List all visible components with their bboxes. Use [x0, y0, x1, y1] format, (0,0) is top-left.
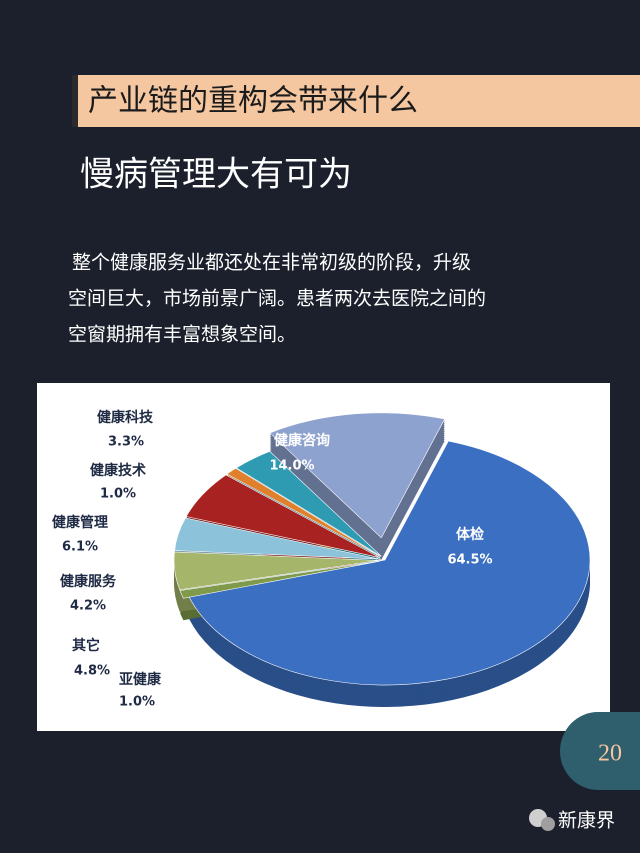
value-label: 1.0% [119, 695, 155, 710]
slice-label: 健康管理 [52, 514, 108, 531]
title: 产业链的重构会带来什么 [88, 84, 418, 119]
slice-label: 体检 [456, 526, 484, 543]
page-number-badge [560, 712, 640, 790]
brand: 新康界 [558, 810, 615, 832]
title-bar [72, 75, 640, 127]
title-accent [72, 75, 78, 127]
page-number: 20 [598, 741, 622, 767]
paragraph-line: 整个健康服务业都还处在非常初级的阶段，升级 [72, 252, 471, 274]
slice-label: 健康服务 [60, 573, 117, 590]
slice-label: 健康咨询 [274, 432, 330, 449]
pie-chart: 体检 64.5% 亚健康 1.0% 其它 4.8% 健康服务 4.2% 健康管理 6.1% 健康技术… [52, 409, 591, 710]
slice-label: 亚健康 [119, 671, 162, 688]
value-label: 1.0% [100, 487, 136, 502]
paragraph-line: 空窗期拥有丰富想象空间。 [68, 324, 296, 346]
paragraph-line: 空间巨大，市场前景广阔。患者两次去医院之间的 [68, 288, 486, 310]
value-label: 3.3% [108, 435, 144, 450]
slice [185, 474, 380, 558]
slice [173, 551, 380, 591]
wechat-icon [541, 817, 555, 831]
slice [188, 440, 591, 686]
slice [235, 451, 382, 557]
value-label: 4.2% [70, 599, 106, 614]
slice [226, 467, 381, 557]
slice-label: 健康技术 [90, 462, 146, 479]
subtitle: 慢病管理大有可为 [80, 155, 352, 195]
value-label: 14.0% [269, 459, 314, 474]
slice-label: 健康科技 [97, 409, 154, 426]
value-label: 4.8% [74, 664, 110, 679]
slice [269, 412, 446, 539]
slice-label: 其它 [72, 637, 100, 654]
value-label: 6.1% [62, 540, 98, 555]
slice [174, 517, 380, 560]
slice [179, 560, 380, 599]
value-label: 64.5% [447, 553, 492, 568]
